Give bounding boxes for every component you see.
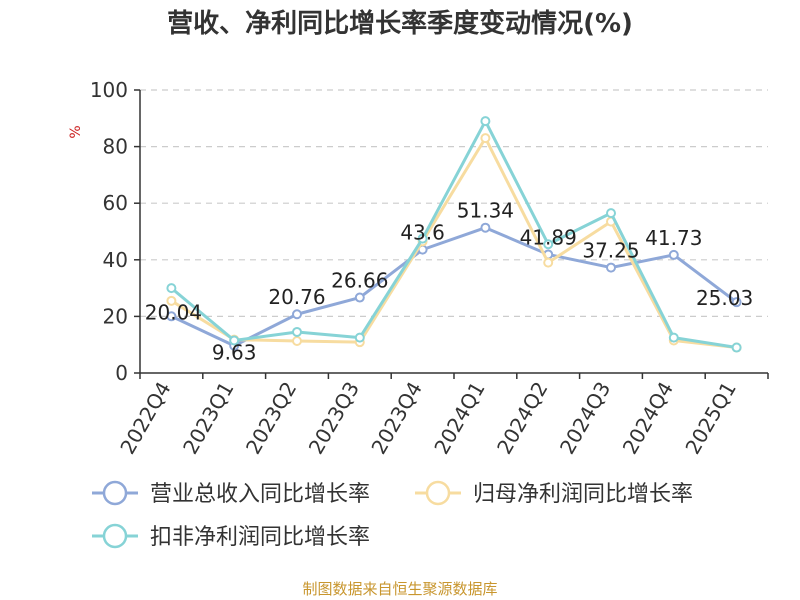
data-label-2023Q2: 20.76 — [268, 285, 325, 309]
y-tick-label-20: 20 — [103, 304, 128, 328]
y-tick-label-100: 100 — [90, 78, 128, 102]
series-layer — [166, 116, 742, 353]
legend-marker-1 — [425, 480, 451, 506]
y-tick-label-80: 80 — [103, 135, 128, 159]
chart-title: 营收、净利同比增长率季度变动情况(%) — [167, 8, 633, 39]
series-2-point-2024Q2 — [543, 239, 554, 250]
series-1-point-2024Q2 — [543, 257, 554, 268]
series-1-point-2023Q2 — [292, 336, 302, 347]
series-line-2 — [170, 119, 737, 350]
y-tick-label-60: 60 — [103, 191, 128, 215]
series-0-point-2024Q4 — [668, 249, 679, 260]
legend-label-0: 营业总收入同比增长率 — [150, 482, 370, 507]
x-tick-label-2023Q2: 2023Q2 — [241, 378, 301, 459]
series-line-0 — [170, 226, 738, 348]
data-label-2024Q2: 41.89 — [520, 225, 577, 249]
data-label-2023Q3: 26.66 — [331, 269, 388, 293]
gridlines — [140, 89, 768, 317]
series-0-point-2024Q1 — [480, 222, 491, 233]
legend-item-1: 归母净利润同比增长率 — [415, 480, 693, 507]
series-2-point-2024Q3 — [606, 208, 616, 219]
x-tick-label-2024Q4: 2024Q4 — [618, 378, 678, 459]
series-2-point-2023Q3 — [354, 332, 365, 343]
x-tick-label-2022Q4: 2022Q4 — [115, 378, 175, 459]
series-1-point-2024Q1 — [480, 133, 491, 144]
x-tick-label-2024Q3: 2024Q3 — [555, 378, 615, 459]
series-2-point-2025Q1 — [731, 342, 742, 353]
x-tick-label-2024Q1: 2024Q1 — [429, 378, 489, 459]
series-2-point-2023Q1 — [229, 335, 240, 346]
source-note: 制图数据来自恒生聚源数据库 — [302, 580, 497, 598]
series-2-point-2022Q4 — [166, 283, 177, 294]
legend-label-1: 归母净利润同比增长率 — [473, 482, 693, 507]
series-0-point-2023Q3 — [354, 292, 365, 303]
series-0-point-2023Q2 — [292, 309, 302, 320]
legend-item-0: 营业总收入同比增长率 — [92, 480, 370, 507]
data-label-2022Q4: 20.04 — [145, 300, 202, 324]
series-2-point-2024Q1 — [480, 116, 491, 127]
series-line-1 — [170, 136, 737, 350]
y-tick-label-40: 40 — [103, 248, 128, 272]
axes: 0 20 40 60 80 100 2022Q4 2023Q1 2023Q2 2023Q3 2023… — [90, 78, 769, 459]
series-2-point-2023Q4 — [417, 233, 428, 244]
data-label-2024Q1: 51.34 — [457, 199, 514, 223]
legend-item-2: 扣非净利润同比增长率 — [92, 523, 370, 550]
legend-label-2: 扣非净利润同比增长率 — [150, 525, 370, 550]
x-tick-label-2023Q3: 2023Q3 — [304, 378, 364, 459]
y-tick-label-0: 0 — [115, 361, 128, 385]
x-tick-label-2024Q2: 2024Q2 — [492, 378, 552, 459]
data-label-2023Q1: 9.63 — [212, 341, 257, 365]
legend-marker-0 — [102, 480, 128, 506]
x-tick-label-2023Q1: 2023Q1 — [178, 378, 238, 459]
y-axis-unit-label: % — [68, 125, 84, 138]
data-label-2024Q3: 37.25 — [582, 239, 639, 263]
x-tick-label-2025Q1: 2025Q1 — [680, 378, 740, 459]
data-label-2024Q4: 41.73 — [645, 226, 702, 250]
series-0-point-2022Q4 — [166, 311, 177, 322]
x-tick-label-2023Q4: 2023Q4 — [366, 378, 426, 459]
series-0-point-2025Q1 — [731, 297, 742, 308]
series-2-point-2023Q2 — [292, 326, 302, 337]
series-0-point-2024Q3 — [606, 262, 616, 273]
series-1-point-2022Q4 — [166, 295, 177, 306]
legend-marker-2 — [102, 523, 128, 549]
data-label-2025Q1: 25.03 — [696, 286, 753, 310]
series-2-point-2024Q4 — [668, 332, 679, 343]
data-label-2023Q4: 43.6 — [400, 221, 445, 245]
